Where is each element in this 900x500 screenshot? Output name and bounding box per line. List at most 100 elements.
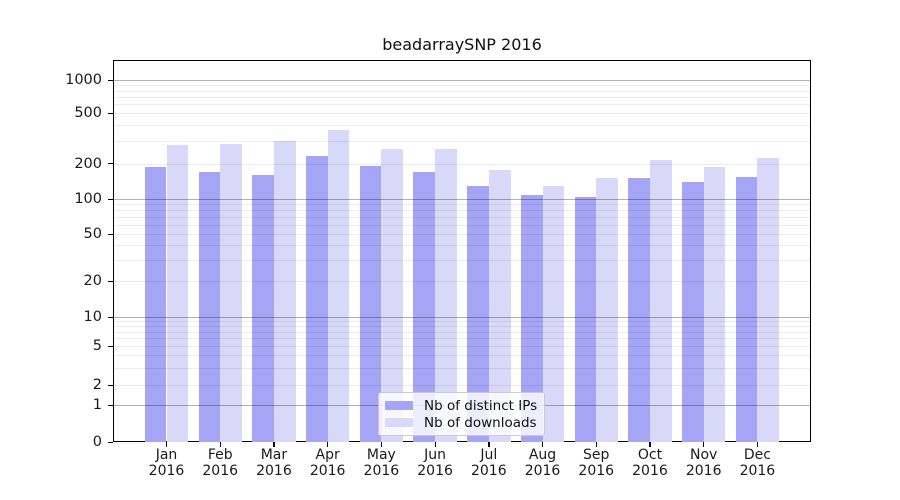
- x-tick-label-sep: Sep 2016: [566, 447, 626, 479]
- bar-downloads-sep: [596, 178, 618, 442]
- gridline-minor-800: [114, 90, 810, 92]
- bar-downloads-dec: [757, 158, 780, 442]
- gridline-minor-900: [114, 85, 810, 87]
- y-tick-mark-200: [108, 163, 113, 165]
- x-tick-label-jun: Jun 2016: [405, 447, 465, 479]
- bar-downloads-feb: [220, 143, 242, 442]
- legend-label-downloads: Nb of downloads: [424, 414, 537, 431]
- gridline-minor-8: [114, 326, 810, 328]
- x-tick-label-dec: Dec 2016: [727, 447, 787, 479]
- x-tick-year: 2016: [470, 462, 507, 479]
- gridline-minor-4: [114, 355, 810, 357]
- gridline-minor-2: [114, 385, 810, 386]
- bar-downloads-may: [381, 149, 404, 442]
- legend-swatch-distinct-ips: [385, 401, 413, 410]
- x-tick-label-apr: Apr 2016: [298, 447, 358, 479]
- y-tick-mark-10: [108, 316, 113, 318]
- bar-distinct-ips-sep: [574, 196, 597, 442]
- y-tick-label-0: 0: [92, 434, 102, 450]
- bar-distinct-ips-jun: [413, 171, 436, 442]
- x-tick-month: Dec: [743, 447, 771, 463]
- legend-item-downloads: Nb of downloads: [385, 414, 538, 431]
- bar-distinct-ips-oct: [628, 178, 650, 442]
- bar-distinct-ips-jan: [144, 167, 167, 442]
- bar-downloads-oct: [649, 159, 672, 442]
- x-tick-mark-may: [380, 442, 383, 447]
- x-tick-label-nov: Nov 2016: [674, 447, 734, 479]
- x-tick-month: Sep: [583, 447, 610, 463]
- gridline-major-100: [114, 199, 810, 200]
- gridline-major-1000: [114, 80, 810, 81]
- bar-distinct-ips-nov: [682, 181, 704, 442]
- bar-downloads-apr: [327, 129, 350, 442]
- bar-distinct-ips-may: [359, 166, 382, 442]
- y-tick-label-2: 2: [92, 377, 102, 393]
- x-tick-month: Oct: [637, 447, 663, 463]
- gridline-minor-700: [114, 96, 810, 98]
- bar-downloads-jan: [166, 144, 189, 442]
- chart-title: beadarraySNP 2016: [382, 35, 542, 54]
- gridline-minor-200: [114, 163, 810, 165]
- x-tick-mark-jan: [166, 442, 168, 447]
- bar-downloads-aug: [542, 185, 565, 442]
- x-tick-label-jul: Jul 2016: [459, 447, 519, 479]
- x-tick-mark-sep: [595, 442, 598, 447]
- gridline-minor-9: [114, 321, 810, 323]
- x-tick-label-may: May 2016: [351, 447, 411, 479]
- x-tick-month: Jan: [155, 447, 178, 463]
- bar-distinct-ips-aug: [520, 195, 543, 442]
- x-tick-mark-oct: [649, 442, 651, 447]
- x-tick-year: 2016: [685, 462, 722, 479]
- gridline-minor-70: [114, 217, 810, 218]
- x-tick-label-aug: Aug 2016: [513, 447, 573, 479]
- x-tick-mark-nov: [703, 442, 705, 447]
- y-tick-label-5: 5: [92, 338, 102, 354]
- gridline-minor-400: [114, 125, 810, 127]
- y-tick-label-200: 200: [74, 155, 102, 172]
- y-tick-label-500: 500: [74, 105, 102, 121]
- y-tick-mark-2: [108, 384, 113, 386]
- x-tick-year: 2016: [256, 462, 292, 479]
- gridline-minor-80: [114, 210, 810, 212]
- gridline-minor-7: [114, 331, 810, 333]
- gridline-minor-3: [114, 367, 810, 369]
- y-tick-label-50: 50: [83, 226, 102, 242]
- gridline-minor-6: [114, 338, 810, 340]
- x-tick-label-jan: Jan 2016: [137, 447, 197, 479]
- y-tick-label-1000: 1000: [65, 72, 102, 88]
- x-tick-month: Aug: [528, 447, 557, 463]
- x-tick-year: 2016: [524, 462, 561, 479]
- x-tick-year: 2016: [309, 462, 346, 479]
- x-tick-month: May: [366, 447, 396, 463]
- y-tick-label-20: 20: [83, 273, 102, 289]
- gridline-minor-300: [114, 141, 810, 143]
- x-tick-mark-dec: [756, 442, 759, 447]
- gridline-minor-50: [114, 234, 810, 235]
- y-tick-mark-100: [108, 198, 113, 200]
- gridline-minor-40: [114, 245, 810, 247]
- x-tick-month: Jul: [480, 447, 498, 463]
- y-tick-mark-1000: [108, 79, 113, 81]
- x-tick-mark-jul: [488, 442, 490, 447]
- x-tick-label-feb: Feb 2016: [190, 447, 250, 479]
- x-tick-year: 2016: [202, 462, 239, 479]
- gridline-minor-90: [114, 204, 810, 206]
- x-tick-year: 2016: [632, 462, 668, 479]
- legend-label-distinct-ips: Nb of distinct IPs: [424, 397, 538, 414]
- y-tick-mark-50: [108, 233, 113, 235]
- plot-area: [113, 60, 811, 442]
- x-tick-month: Mar: [260, 447, 288, 463]
- gridline-minor-5: [114, 346, 810, 347]
- gridline-minor-500: [114, 113, 810, 114]
- x-tick-year: 2016: [578, 462, 615, 479]
- x-tick-month: Feb: [207, 447, 233, 463]
- x-tick-month: Apr: [315, 447, 340, 463]
- x-tick-year: 2016: [417, 462, 453, 479]
- bar-distinct-ips-jul: [467, 185, 489, 442]
- legend-swatch-downloads: [385, 418, 413, 427]
- legend: Nb of distinct IPs Nb of downloads: [378, 392, 545, 436]
- gridline-major-10: [114, 317, 810, 318]
- bar-downloads-jun: [435, 149, 457, 442]
- y-tick-mark-20: [108, 280, 113, 282]
- y-tick-mark-1: [108, 404, 113, 406]
